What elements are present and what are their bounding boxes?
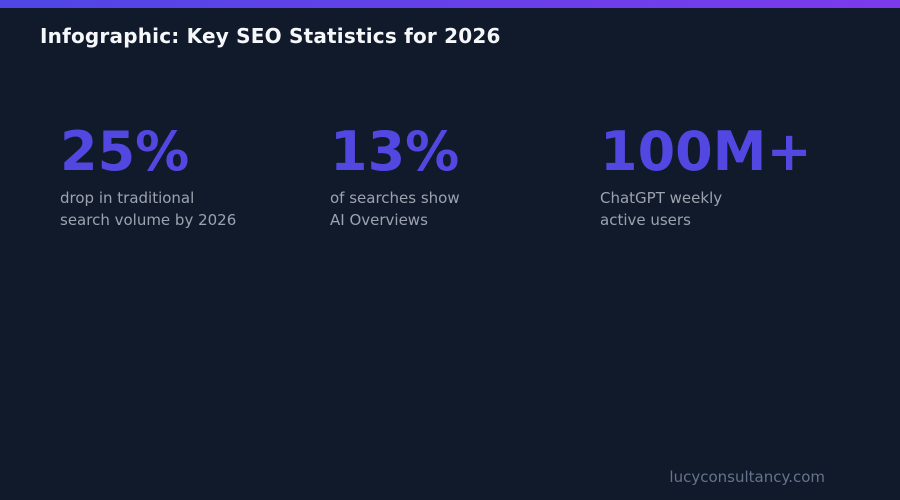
stat-value: 13% [330, 120, 460, 183]
stat-description-line-1: of searches show [330, 189, 460, 207]
stat-card-chatgpt-users: 100M+ ChatGPT weekly active users [600, 125, 860, 231]
stat-description-line-2: active users [600, 211, 691, 229]
stat-description-line-2: search volume by 2026 [60, 211, 237, 229]
footer-website-url: lucyconsultancy.com [669, 468, 825, 486]
stat-description-line-1: drop in traditional [60, 189, 195, 207]
top-accent-bar [0, 0, 900, 8]
stat-description: ChatGPT weekly active users [600, 187, 860, 231]
stat-value: 25% [60, 120, 190, 183]
stat-card-ai-overviews: 13% of searches show AI Overviews [330, 125, 590, 231]
stat-description: drop in traditional search volume by 202… [60, 187, 320, 231]
stat-value: 100M+ [600, 120, 812, 183]
stat-card-search-volume-drop: 25% drop in traditional search volume by… [60, 125, 320, 231]
stat-description-line-1: ChatGPT weekly [600, 189, 723, 207]
stat-description: of searches show AI Overviews [330, 187, 590, 231]
stat-description-line-2: AI Overviews [330, 211, 428, 229]
page-title: Infographic: Key SEO Statistics for 2026 [40, 24, 501, 48]
